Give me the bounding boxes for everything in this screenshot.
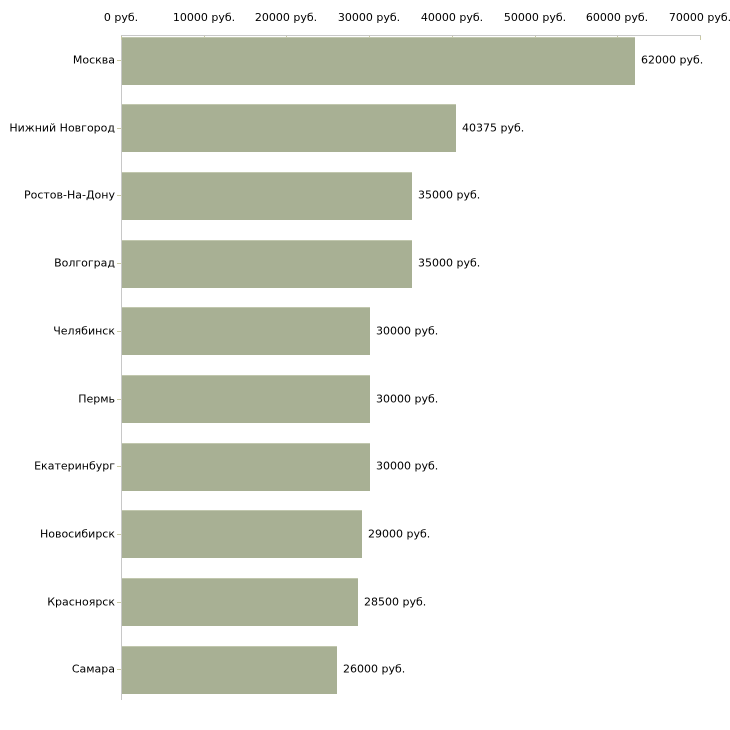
category-label: Пермь <box>78 392 115 405</box>
bar <box>122 307 370 355</box>
bar <box>122 172 412 220</box>
value-label: 35000 руб. <box>418 188 481 202</box>
x-tick-label: 10000 руб. <box>172 11 236 24</box>
category-label: Ростов-На-Дону <box>23 188 115 202</box>
category-label: Екатеринбург <box>34 459 115 473</box>
x-tick-label: 20000 руб. <box>254 11 318 24</box>
value-label: 35000 руб. <box>418 256 481 270</box>
category-label: Волгоград <box>54 256 115 270</box>
category-tick-mark <box>117 60 121 61</box>
category-label: Красноярск <box>47 595 115 609</box>
y-axis-line <box>121 35 122 700</box>
value-label: 26000 руб. <box>343 662 406 676</box>
x-axis-line <box>121 35 701 36</box>
bar <box>122 578 358 626</box>
value-label: 28500 руб. <box>364 595 427 609</box>
category-tick-mark <box>117 331 121 332</box>
value-label: 30000 руб. <box>376 392 439 405</box>
category-tick-mark <box>117 195 121 196</box>
category-label: Челябинск <box>53 324 115 338</box>
x-tick-label: 40000 руб. <box>420 11 484 24</box>
value-label: 40375 руб. <box>462 121 525 135</box>
category-tick-mark <box>117 399 121 400</box>
x-tick-label: 50000 руб. <box>503 11 567 24</box>
bar <box>122 104 456 152</box>
value-label: 30000 руб. <box>376 324 439 338</box>
category-tick-mark <box>117 263 121 264</box>
category-label: Самара <box>71 662 115 676</box>
value-label: 62000 руб. <box>641 53 704 67</box>
category-label: Новосибирск <box>39 527 115 541</box>
x-tick-label: 0 руб. <box>103 11 139 24</box>
x-tick-label: 60000 руб. <box>585 11 649 24</box>
category-label: Нижний Новгород <box>9 121 115 135</box>
category-tick-mark <box>117 602 121 603</box>
category-tick-mark <box>117 669 121 670</box>
x-tick-mark <box>121 36 122 40</box>
bar <box>122 240 412 288</box>
value-label: 30000 руб. <box>376 459 439 473</box>
category-label: Москва <box>72 53 115 67</box>
x-tick-label: 30000 руб. <box>337 11 401 24</box>
bar <box>122 646 337 694</box>
value-label: 29000 руб. <box>368 527 431 541</box>
category-tick-mark <box>117 128 121 129</box>
bar <box>122 37 635 85</box>
category-tick-mark <box>117 466 121 467</box>
bar <box>122 375 370 423</box>
bar <box>122 443 370 491</box>
x-tick-mark <box>700 36 701 40</box>
x-tick-label: 70000 руб. <box>668 11 730 24</box>
category-tick-mark <box>117 534 121 535</box>
bar <box>122 510 362 558</box>
